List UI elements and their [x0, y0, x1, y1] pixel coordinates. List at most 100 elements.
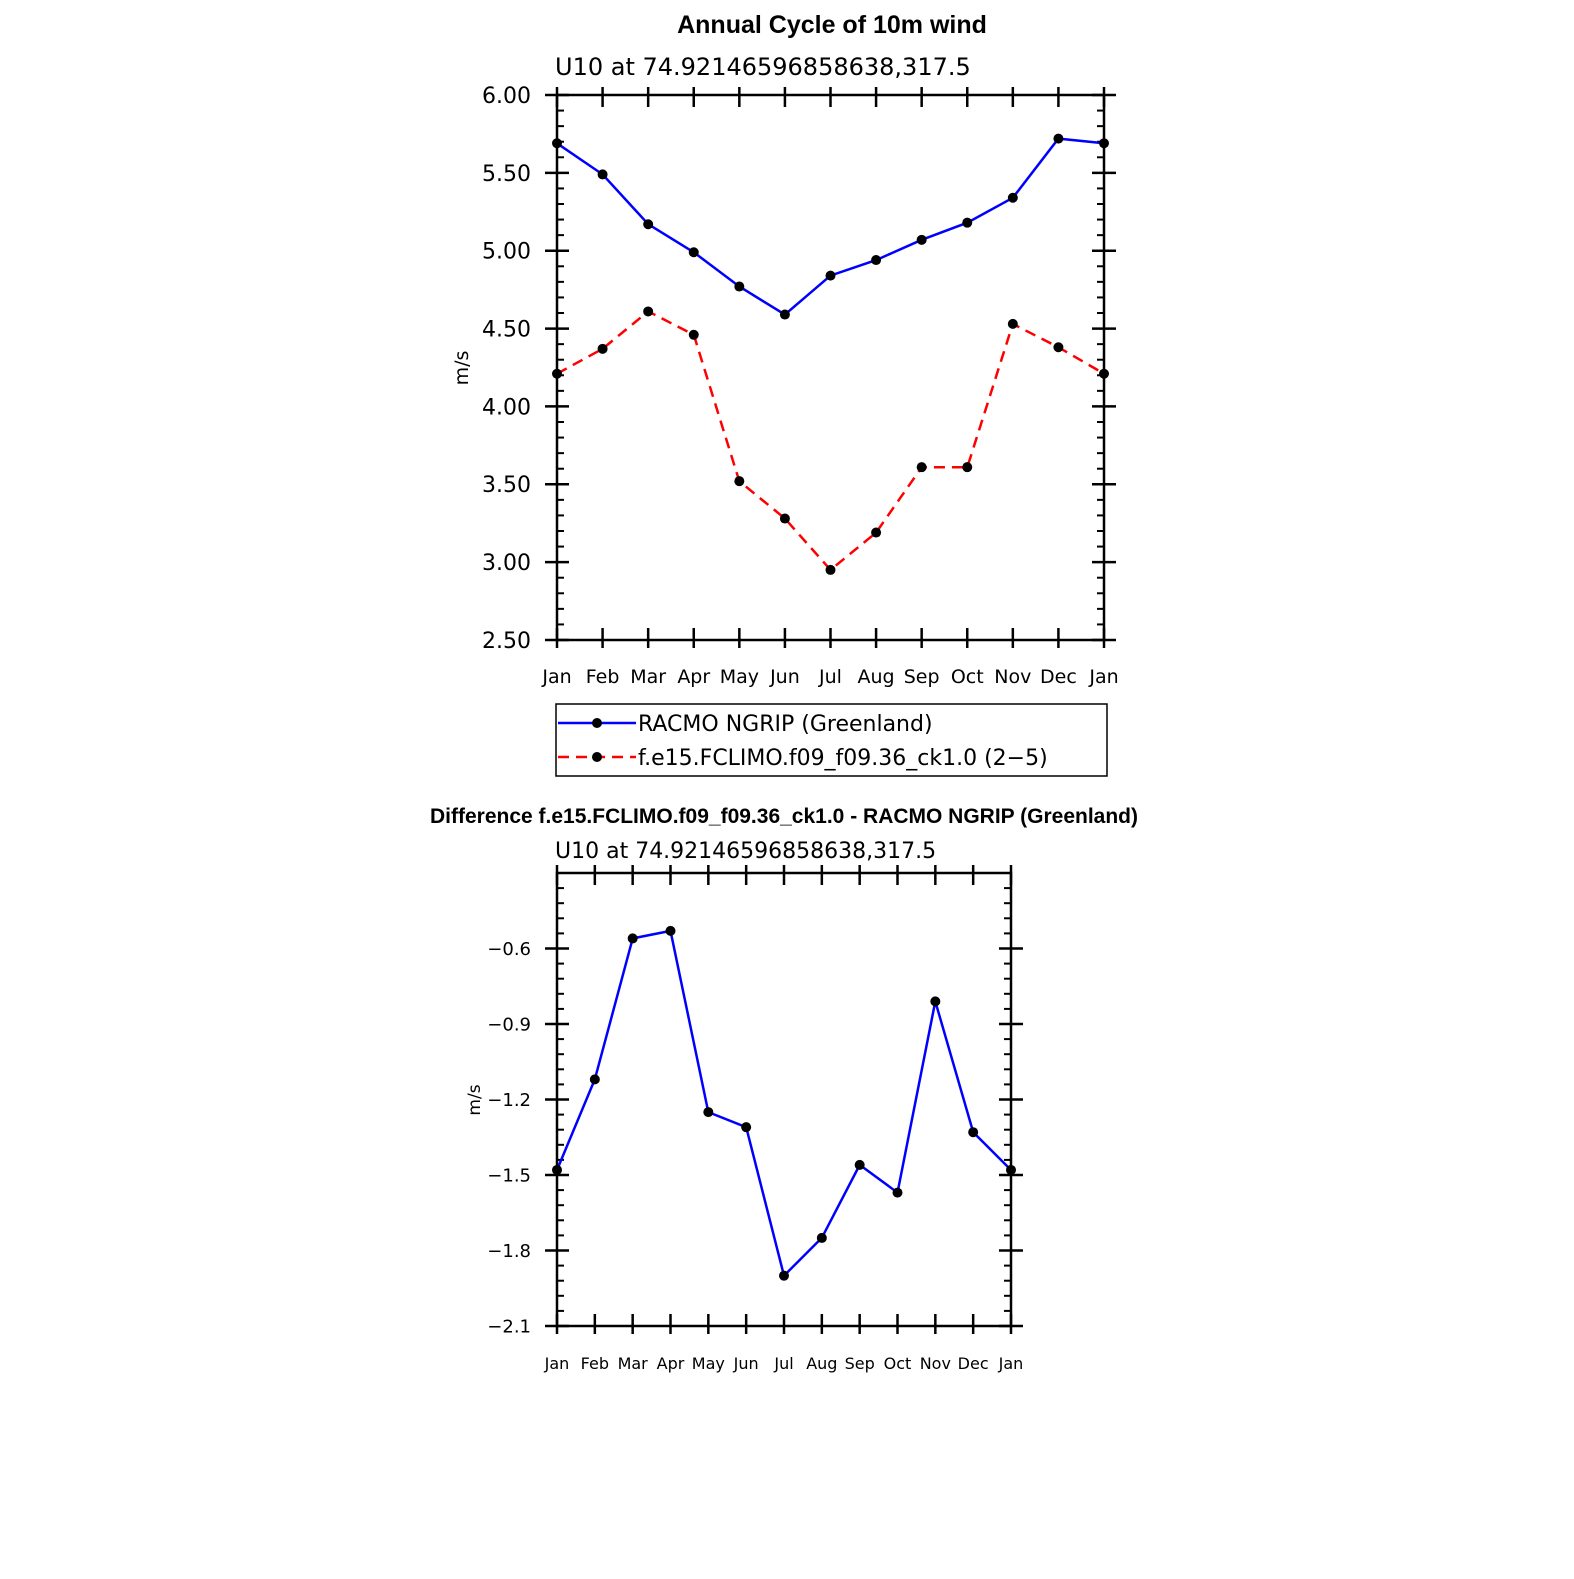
- top-series-0-point-1: [597, 169, 608, 180]
- bot-xtick-label: Nov: [920, 1354, 951, 1373]
- top-series-line-1: [556, 309, 1105, 572]
- bot-xtick-label: Feb: [581, 1354, 609, 1373]
- bot-series-0-point-4: [703, 1107, 714, 1118]
- top-xtick-label: Sep: [904, 666, 940, 688]
- top-xtick-label: Jan: [541, 666, 571, 688]
- top-ytick-label: 2.50: [482, 629, 531, 654]
- top-series-0-point-6: [825, 270, 836, 281]
- legend-box: [555, 703, 1108, 777]
- top-series-1-point-5: [779, 513, 790, 524]
- bottom-chart: Difference f.e15.FCLIMO.f09_f09.36_ck1.0…: [430, 805, 1138, 1373]
- bottom-chart-series: [555, 929, 1012, 1279]
- top-xtick-label: May: [720, 666, 759, 688]
- bot-xtick-label: Jun: [733, 1354, 759, 1373]
- top-xtick-label: Nov: [994, 666, 1031, 688]
- bot-series-0-point-9: [892, 1187, 903, 1198]
- bot-xtick-label: Apr: [657, 1354, 685, 1373]
- top-series-1-point-1: [597, 343, 608, 354]
- legend-label-racmo: RACMO NGRIP (Greenland): [638, 712, 933, 737]
- bot-xtick-label: Jan: [544, 1354, 570, 1373]
- top-xtick-label: Apr: [677, 666, 710, 688]
- top-chart-title: Annual Cycle of 10m wind: [677, 11, 987, 39]
- top-xtick-label: Aug: [858, 666, 895, 688]
- bot-series-0-point-2: [627, 933, 638, 944]
- bot-xtick-label: Jul: [773, 1354, 793, 1373]
- top-series-1-point-10: [1007, 318, 1018, 329]
- top-chart-ylabel: m/s: [451, 351, 473, 386]
- bot-ytick-label: −2.1: [487, 1316, 531, 1337]
- bot-ytick-label: −1.5: [487, 1165, 531, 1186]
- bot-ytick-label: −1.8: [487, 1241, 531, 1262]
- bottom-chart-ylabel: m/s: [465, 1084, 485, 1115]
- top-series-1-point-4: [734, 476, 745, 487]
- bot-series-0-point-8: [854, 1159, 865, 1170]
- bot-xtick-label: Jan: [998, 1354, 1024, 1373]
- top-plot-frame: [555, 93, 1106, 642]
- bottom-chart-points: [552, 925, 1016, 1281]
- bot-xtick-label: Oct: [884, 1354, 912, 1373]
- top-series-1-point-8: [916, 462, 927, 473]
- top-series-0-point-11: [1053, 133, 1064, 144]
- top-chart-legend: RACMO NGRIP (Greenland) f.e15.FCLIMO.f09…: [555, 703, 1108, 777]
- bot-xtick-label: Sep: [845, 1354, 875, 1373]
- top-ytick-label: 5.50: [482, 162, 531, 187]
- bot-series-0-point-11: [968, 1127, 979, 1138]
- top-series-0-point-7: [871, 255, 882, 266]
- top-ytick-label: 4.00: [482, 395, 531, 420]
- top-series-1-point-9: [962, 462, 973, 473]
- top-series-1-point-3: [688, 329, 699, 340]
- bot-series-0-point-5: [741, 1122, 752, 1133]
- bot-xtick-label: Mar: [618, 1354, 649, 1373]
- top-ytick-label: 4.50: [482, 317, 531, 342]
- top-chart-y-tick-labels: 2.50 3.00 3.50 4.00 4.50 5.00 5.50 6.00: [482, 84, 531, 654]
- top-chart: Annual Cycle of 10m wind U10 at 74.92146…: [451, 11, 1119, 777]
- top-series-1-point-2: [643, 306, 654, 317]
- top-series-0-point-3: [688, 247, 699, 258]
- top-ytick-label: 3.00: [482, 551, 531, 576]
- bottom-chart-title: Difference f.e15.FCLIMO.f09_f09.36_ck1.0…: [430, 805, 1138, 828]
- top-series-0-point-8: [916, 234, 927, 245]
- bottom-chart-ticks: [545, 865, 1023, 1334]
- bottom-chart-x-tick-labels: Jan Feb Mar Apr May Jun Jul Aug Sep Oct Nov Dec Jan: [544, 1354, 1024, 1373]
- top-xtick-label: Feb: [586, 666, 620, 688]
- top-series-1-point-11: [1053, 342, 1064, 353]
- top-xtick-label: Dec: [1040, 666, 1077, 688]
- top-series-line-0: [556, 137, 1105, 317]
- bot-series-0-point-3: [665, 925, 676, 936]
- top-chart-ticks: [545, 87, 1116, 648]
- legend-marker-fclimo: [592, 752, 602, 762]
- top-chart-series: [556, 137, 1105, 572]
- legend-marker-racmo: [592, 718, 602, 728]
- bottom-chart-subtitle: U10 at 74.92146596858638,317.5: [555, 839, 936, 864]
- top-series-0-point-2: [643, 219, 654, 230]
- top-series-1-point-6: [825, 564, 836, 575]
- legend-label-fclimo: f.e15.FCLIMO.f09_f09.36_ck1.0 (2−5): [638, 746, 1048, 771]
- top-xtick-label: Jul: [818, 666, 842, 688]
- bot-ytick-label: −0.6: [487, 939, 531, 960]
- top-chart-x-tick-labels: Jan Feb Mar Apr May Jun Jul Aug Sep Oct Nov Dec Jan: [541, 666, 1118, 688]
- bot-ytick-label: −1.2: [487, 1090, 531, 1111]
- top-xtick-label: Mar: [630, 666, 666, 688]
- bot-series-0-point-7: [816, 1232, 827, 1243]
- bot-series-line-0: [555, 929, 1012, 1279]
- top-ytick-label: 3.50: [482, 473, 531, 498]
- top-series-0-point-10: [1007, 192, 1018, 203]
- bot-series-0-point-10: [930, 996, 941, 1007]
- top-xtick-label: Jan: [1088, 666, 1118, 688]
- top-xtick-label: Oct: [951, 666, 984, 688]
- top-xtick-label: Jun: [769, 666, 800, 688]
- bot-series-0-point-1: [589, 1074, 600, 1085]
- top-ytick-label: 6.00: [482, 84, 531, 109]
- top-chart-subtitle: U10 at 74.92146596858638,317.5: [555, 53, 971, 81]
- bot-series-0-point-6: [779, 1270, 789, 1281]
- top-series-0-point-5: [779, 309, 790, 320]
- top-series-0-point-9: [962, 217, 973, 228]
- bot-ytick-label: −0.9: [487, 1014, 531, 1035]
- top-series-0-point-4: [734, 281, 745, 292]
- bot-xtick-label: Dec: [958, 1354, 989, 1373]
- bot-xtick-label: May: [692, 1354, 725, 1373]
- bottom-chart-y-tick-labels: −2.1 −1.8 −1.5 −1.2 −0.9 −0.6: [487, 939, 531, 1338]
- top-series-1-point-7: [871, 527, 882, 538]
